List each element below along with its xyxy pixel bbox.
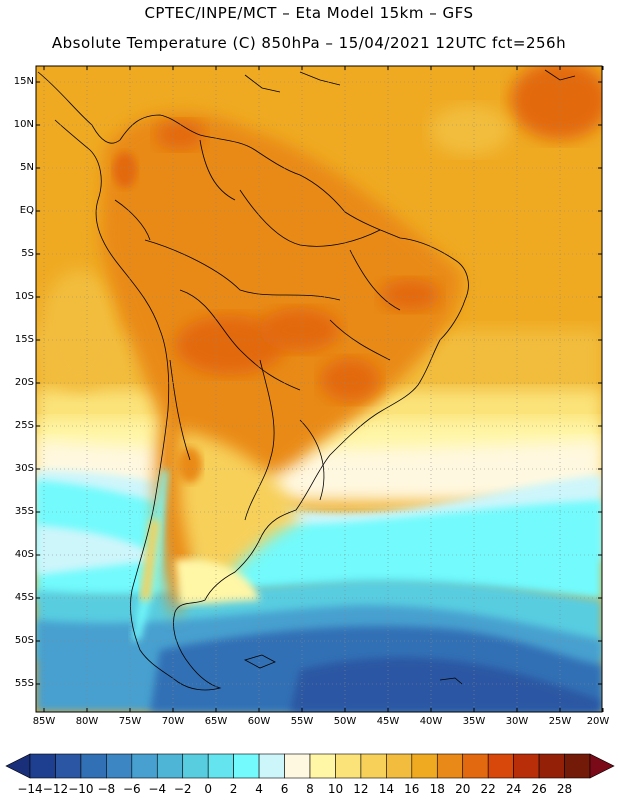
colorbar-swatch — [360, 753, 387, 779]
colorbar-label: −6 — [122, 782, 141, 796]
map-title-line1: CPTEC/INPE/MCT – Eta Model 15km – GFS — [144, 4, 474, 22]
colorbar-swatch — [284, 753, 311, 779]
lat-label: 35S — [14, 506, 34, 517]
lon-label: 20W — [586, 716, 610, 727]
colorbar-label: 6 — [280, 782, 289, 796]
lat-label: 20S — [14, 377, 34, 388]
lat-label: 25S — [14, 420, 34, 431]
lon-label: 50W — [333, 716, 357, 727]
colorbar-swatch — [258, 753, 285, 779]
colorbar-swatch — [309, 753, 336, 779]
colorbar-swatch — [335, 753, 362, 779]
colorbar-swatch — [29, 753, 56, 779]
coastlines — [37, 69, 576, 691]
colorbar-label: 10 — [327, 782, 344, 796]
colorbar-label: 28 — [556, 782, 573, 796]
lon-label: 85W — [32, 716, 56, 727]
colorbar-swatch — [233, 753, 260, 779]
lat-label: EQ — [19, 205, 34, 216]
lon-label: 40W — [419, 716, 443, 727]
lon-label: 65W — [204, 716, 228, 727]
colorbar-label: 26 — [531, 782, 547, 796]
colorbar — [5, 753, 615, 779]
colorbar-swatch — [564, 753, 591, 779]
colorbar-swatch — [80, 753, 107, 779]
colorbar-label: 22 — [480, 782, 496, 796]
colorbar-swatch — [386, 753, 413, 779]
colorbar-label: 24 — [505, 782, 522, 796]
colorbar-label: −10 — [68, 782, 94, 796]
colorbar-swatch — [106, 753, 133, 779]
colorbar-label: −14 — [17, 782, 43, 796]
lat-label: 40S — [14, 549, 34, 560]
lat-label: 10S — [14, 291, 34, 302]
colorbar-label: −4 — [148, 782, 167, 796]
colorbar-label: 4 — [255, 782, 263, 796]
colorbar-swatch — [487, 753, 514, 779]
colorbar-swatch — [436, 753, 464, 779]
lon-label: 60W — [247, 716, 271, 727]
colorbar-swatch — [538, 753, 565, 779]
lat-label: 30S — [14, 463, 34, 474]
lat-label: 10N — [13, 119, 34, 130]
lon-label: 75W — [118, 716, 142, 727]
map-title-line2: Absolute Temperature (C) 850hPa – 15/04/… — [51, 34, 567, 52]
colorbar-label: 16 — [404, 782, 420, 796]
temperature-field — [36, 66, 602, 712]
colorbar-label: −12 — [42, 782, 69, 796]
lon-label: 70W — [161, 716, 185, 727]
colorbar-label: 14 — [378, 782, 394, 796]
colorbar-label: 2 — [229, 782, 238, 796]
colorbar-label: 12 — [353, 782, 369, 796]
lat-label: 15S — [14, 334, 34, 345]
colorbar-swatch — [156, 753, 184, 779]
colorbar-label: −8 — [97, 782, 116, 796]
colorbar-swatch — [411, 753, 438, 779]
map-frame — [35, 65, 603, 713]
colorbar-label: 18 — [429, 782, 445, 796]
colorbar-label: −2 — [173, 782, 192, 796]
colorbar-swatch — [55, 753, 82, 779]
lat-label: 15N — [13, 76, 34, 87]
colorbar-label: 0 — [204, 782, 212, 796]
colorbar-label: 8 — [306, 782, 314, 796]
lat-label: 55S — [14, 678, 34, 689]
colorbar-swatch — [462, 753, 489, 779]
colorbar-label: 20 — [455, 782, 471, 796]
lon-label: 35W — [462, 716, 486, 727]
lon-label: 25W — [548, 716, 572, 727]
lat-label: 5S — [21, 248, 34, 259]
colorbar-swatch — [207, 753, 234, 779]
colorbar-high-arrow — [589, 753, 615, 779]
lon-label: 45W — [376, 716, 400, 727]
lat-label: 5N — [20, 162, 34, 173]
colorbar-swatch — [182, 753, 209, 779]
lon-label: 30W — [505, 716, 529, 727]
colorbar-swatch — [513, 753, 540, 779]
colorbar-swatch — [131, 753, 158, 779]
lat-label: 45S — [14, 592, 34, 603]
colorbar-low-arrow — [5, 753, 31, 779]
lon-label: 55W — [290, 716, 314, 727]
axis-ticks — [36, 66, 604, 712]
lat-label: 50S — [14, 635, 34, 646]
lon-label: 80W — [75, 716, 99, 727]
